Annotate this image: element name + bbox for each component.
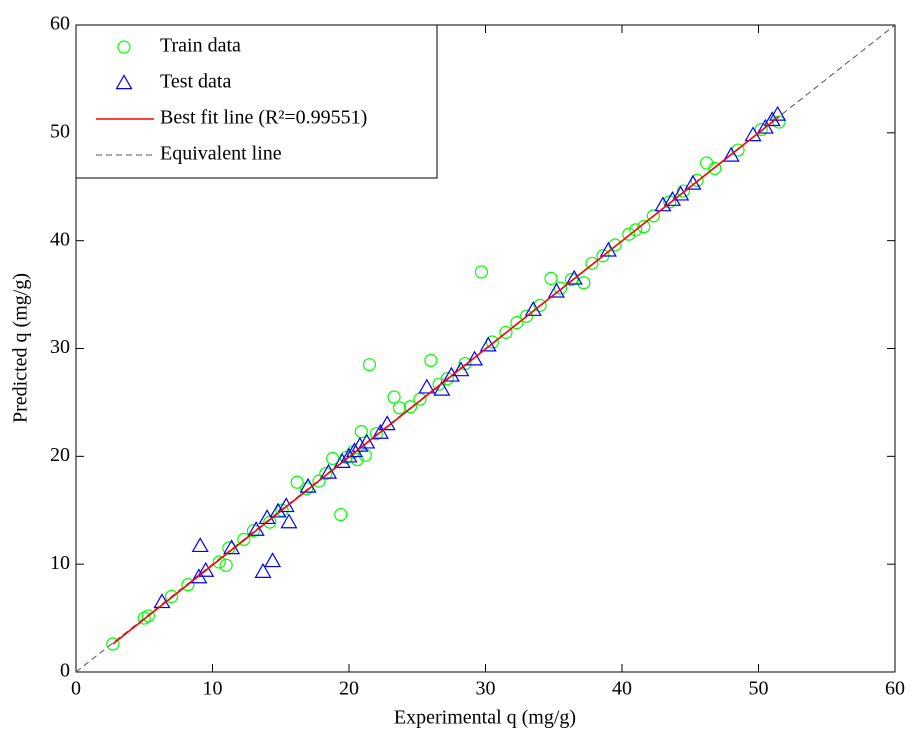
train-point <box>577 276 591 290</box>
x-tick-label: 40 <box>612 678 632 700</box>
test-point <box>466 350 484 366</box>
train-point <box>141 609 155 623</box>
train-point <box>319 466 333 481</box>
x-tick-label: 60 <box>885 678 905 700</box>
train-point <box>533 298 547 312</box>
train-point <box>219 558 233 572</box>
test-point <box>654 196 672 212</box>
test-point <box>672 185 690 201</box>
x-axis-label: Experimental q (mg/g) <box>394 707 576 729</box>
train-point <box>622 227 636 241</box>
train-point <box>387 390 401 404</box>
legend-label: Equivalent line <box>160 143 282 165</box>
train-point <box>629 223 643 237</box>
test-point <box>264 552 282 568</box>
train-point <box>181 578 195 592</box>
train-point <box>544 271 558 286</box>
y-tick-label: 20 <box>50 444 70 466</box>
x-tick-label: 0 <box>71 678 81 700</box>
train-point <box>564 272 579 287</box>
x-tick-label: 10 <box>203 678 223 700</box>
test-point <box>452 361 470 377</box>
y-axis-label: Predicted q (mg/g) <box>10 273 32 423</box>
train-point <box>300 482 314 496</box>
legend-label: Best fit line (R²=0.99551) <box>160 107 367 129</box>
train-point <box>334 507 348 522</box>
train-point <box>440 372 454 386</box>
legend-marker <box>115 74 133 90</box>
test-point <box>319 463 338 479</box>
train-point <box>708 161 722 176</box>
test-point <box>277 497 295 513</box>
train-point <box>362 358 377 372</box>
train-point <box>646 209 660 223</box>
legend-label: Test data <box>160 71 231 93</box>
test-point <box>333 453 351 468</box>
test-point <box>722 146 740 162</box>
train-point <box>164 589 179 604</box>
train-point <box>354 424 368 439</box>
train-point <box>510 316 524 330</box>
train-point <box>403 400 418 414</box>
test-point <box>547 282 566 298</box>
train-point <box>237 532 251 546</box>
x-tick-label: 50 <box>749 678 769 700</box>
train-point <box>700 156 714 170</box>
train-point <box>637 220 651 234</box>
train-point <box>275 503 289 517</box>
test-point <box>524 300 542 316</box>
y-tick-label: 0 <box>60 660 70 682</box>
train-point <box>754 122 768 137</box>
train-point <box>350 452 364 467</box>
test-point <box>358 433 376 449</box>
train-point <box>585 256 599 270</box>
train-point <box>369 427 383 441</box>
test-point <box>479 336 497 352</box>
test-point <box>153 593 171 609</box>
y-tick-label: 60 <box>50 13 70 35</box>
train-point <box>290 475 304 489</box>
legend-label: Train data <box>160 35 241 57</box>
train-point <box>312 474 326 488</box>
legend-marker <box>117 40 131 54</box>
test-point <box>433 380 451 396</box>
y-tick-label: 30 <box>50 336 70 358</box>
test-point <box>565 269 583 285</box>
train-point <box>519 309 534 323</box>
train-point <box>676 184 691 198</box>
y-tick-label: 50 <box>50 120 70 142</box>
test-point <box>197 561 215 577</box>
x-tick-label: 30 <box>476 678 496 700</box>
test-point <box>442 366 460 382</box>
train-point <box>358 448 372 462</box>
test-point <box>769 105 787 121</box>
y-tick-label: 40 <box>50 228 70 250</box>
test-point <box>371 423 389 439</box>
train-point <box>106 637 120 651</box>
test-point <box>340 447 358 463</box>
train-point <box>424 353 438 367</box>
train-point <box>474 265 489 279</box>
train-point <box>392 401 407 415</box>
y-tick-label: 10 <box>50 552 70 574</box>
test-point <box>191 537 209 553</box>
train-point <box>246 524 261 538</box>
test-point <box>280 513 298 529</box>
best-fit-line <box>112 116 780 645</box>
test-point <box>418 378 436 394</box>
train-point <box>326 451 340 466</box>
legend-box <box>75 24 438 179</box>
train-point <box>499 325 513 339</box>
test-point <box>254 563 272 578</box>
train-point <box>212 555 226 569</box>
test-point <box>247 520 265 536</box>
test-point <box>756 118 774 134</box>
x-tick-label: 20 <box>339 678 359 700</box>
